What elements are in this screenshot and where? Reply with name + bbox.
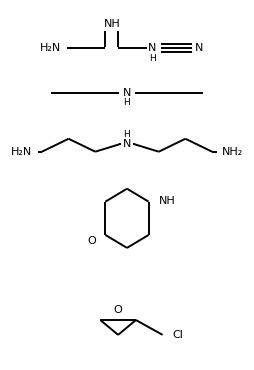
Text: NH₂: NH₂ <box>222 147 243 157</box>
Text: O: O <box>114 305 122 315</box>
Text: O: O <box>87 236 96 246</box>
Text: H: H <box>149 54 156 63</box>
Text: NH: NH <box>159 195 176 206</box>
Text: H: H <box>124 98 130 107</box>
Text: N: N <box>195 43 203 53</box>
Text: N: N <box>123 139 131 149</box>
Text: N: N <box>123 87 131 98</box>
Text: H₂N: H₂N <box>40 43 61 53</box>
Text: N: N <box>148 43 156 53</box>
Text: Cl: Cl <box>172 330 183 340</box>
Text: H₂N: H₂N <box>11 147 32 157</box>
Text: NH: NH <box>103 19 120 29</box>
Text: H: H <box>124 130 130 139</box>
